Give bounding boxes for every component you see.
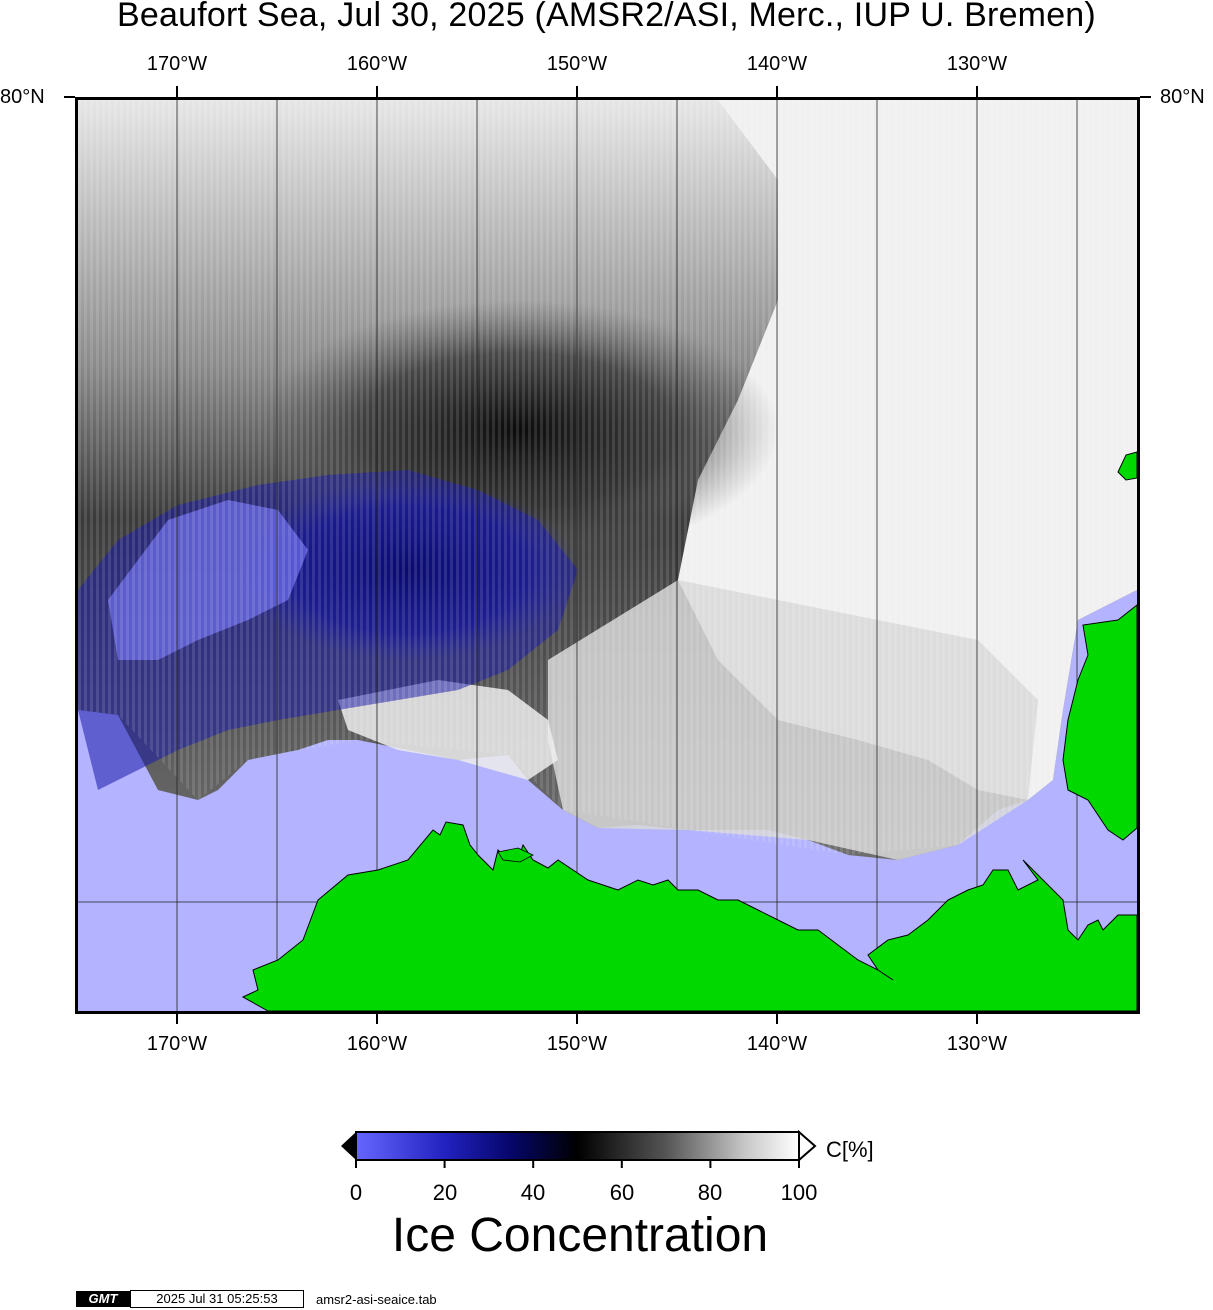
colorbar-tick-80: 80 [697, 1180, 723, 1205]
land-alaska-yukon [241, 821, 1137, 1011]
land-prince-patrick-island [1117, 451, 1137, 481]
colorbar-tick-60: 60 [609, 1180, 635, 1205]
bottom-lon-label-150w: 150°W [546, 1033, 608, 1055]
colorbar [341, 1129, 817, 1168]
colorbar-max-triangle [798, 1129, 817, 1163]
map-title: Beaufort Sea, Jul 30, 2025 (AMSR2/ASI, M… [117, 0, 1096, 34]
colorbar-gradient [355, 1131, 800, 1161]
bottom-lon-label-170w: 170°W [146, 1033, 208, 1055]
top-lon-label-170w: 170°W [146, 53, 208, 75]
ice-texture [78, 100, 1137, 855]
top-lon-label-160w: 160°W [346, 53, 408, 75]
top-lon-label-140w: 140°W [746, 53, 808, 75]
bottom-lon-label-140w: 140°W [746, 1033, 808, 1055]
colorbar-tick-0: 0 [349, 1180, 363, 1205]
bottom-ticks [176, 1014, 978, 1024]
timestamp: 2025 Jul 31 05:25:53 [130, 1290, 304, 1308]
land-banks-island [1062, 604, 1137, 841]
lat-label-left: 80°N [0, 86, 45, 108]
gmt-logo: GMT [76, 1291, 130, 1307]
frame-ticks [64, 86, 1151, 98]
map-canvas [78, 100, 1137, 1011]
land-island-small-1 [497, 847, 534, 863]
colorbar-tick-100: 100 [780, 1180, 818, 1205]
lat-label-right: 80°N [1160, 86, 1205, 108]
colorbar-min-triangle [341, 1132, 356, 1160]
bottom-lon-label-130w: 130°W [946, 1033, 1008, 1055]
top-lon-label-150w: 150°W [546, 53, 608, 75]
sea-ice-map [75, 97, 1140, 1014]
source-filename: amsr2-asi-seaice.tab [316, 1292, 437, 1307]
bottom-lon-label-160w: 160°W [346, 1033, 408, 1055]
colorbar-unit-label: C[%] [826, 1137, 874, 1162]
top-lon-label-130w: 130°W [946, 53, 1008, 75]
colorbar-tick-40: 40 [520, 1180, 546, 1205]
legend-title: Ice Concentration [391, 1209, 769, 1262]
colorbar-tick-20: 20 [432, 1180, 458, 1205]
